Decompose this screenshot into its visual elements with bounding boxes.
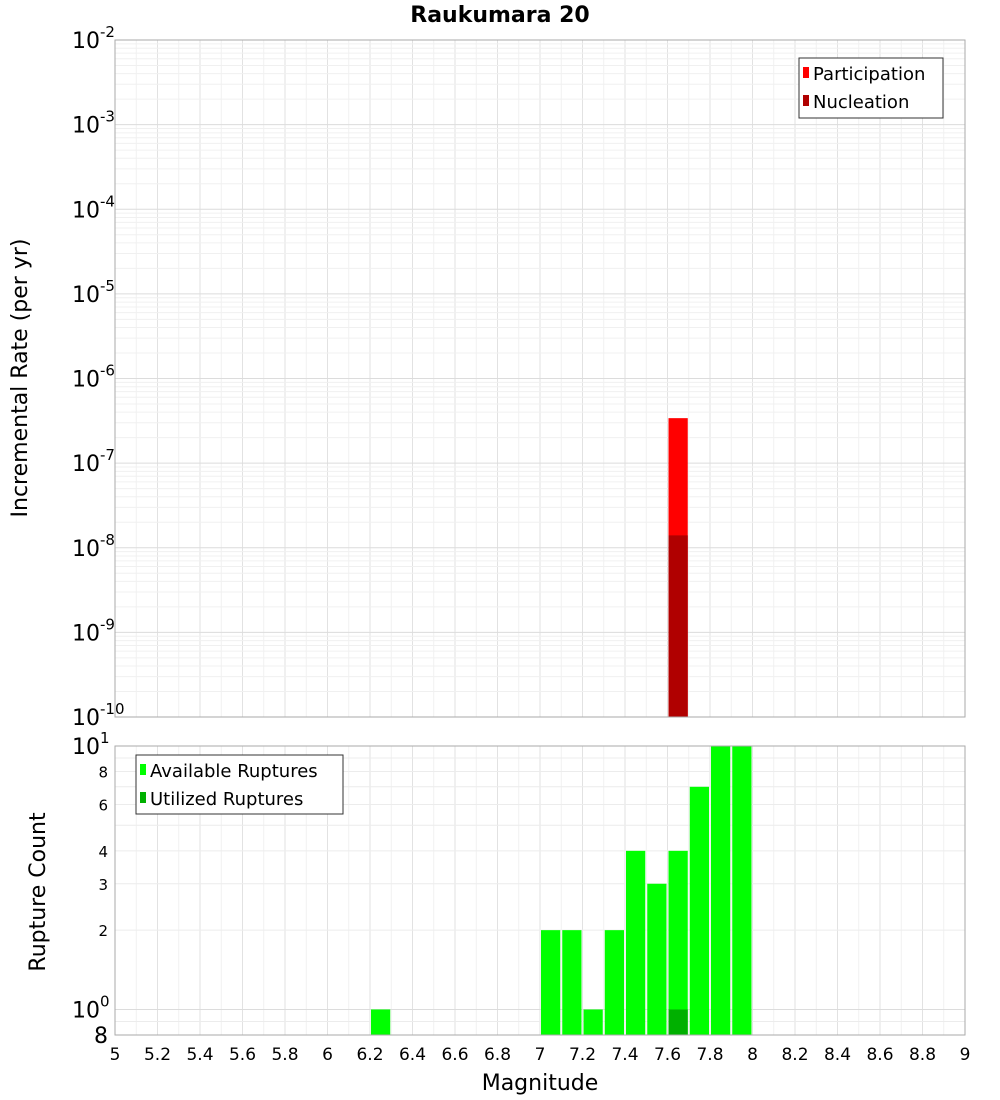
utilized-ruptures-legend-label: Utilized Ruptures: [150, 789, 303, 810]
x-tick-label: 5.8: [271, 1045, 298, 1065]
count-bars: [371, 746, 752, 1035]
rate-grid: [114, 40, 966, 718]
x-tick-label: 7.2: [569, 1045, 596, 1065]
count-y-tick-label: 3: [98, 876, 108, 894]
x-tick-label: 8: [747, 1045, 758, 1065]
rate-y-tick-label: 10-6: [72, 362, 115, 393]
count-y-tick-label: 8: [98, 764, 108, 782]
count-y-tick-label: 6: [98, 796, 108, 814]
x-tick-label: 7.8: [696, 1045, 723, 1065]
count-bar-available-ruptures: [689, 786, 709, 1035]
chart-title: Raukumara 20: [410, 3, 589, 28]
x-tick-label: 7: [535, 1045, 546, 1065]
x-tick-label: 6.4: [399, 1045, 426, 1065]
x-tick-label: 5: [110, 1045, 121, 1065]
count-y-tick-label: 8: [94, 1024, 108, 1049]
count-bar-available-ruptures: [711, 746, 731, 1035]
x-tick-label: 5.6: [229, 1045, 256, 1065]
participation-legend-swatch: [803, 67, 809, 78]
count-y-tick-label: 2: [98, 922, 108, 940]
count-y-tick-label: 4: [98, 843, 108, 861]
count-bar-available-ruptures: [626, 850, 646, 1035]
rate-y-tick-label: 10-2: [72, 23, 115, 54]
count-bar-available-ruptures: [541, 930, 561, 1035]
count-legend-box: [135, 754, 344, 815]
rate-bar-nucleation: [668, 535, 688, 717]
count-bar-utilized-ruptures: [668, 1009, 688, 1035]
x-tick-label: 8.4: [824, 1045, 851, 1065]
x-tick-label: 7.6: [654, 1045, 681, 1065]
x-tick-label: 6.6: [441, 1045, 468, 1065]
rate-bars: [668, 418, 688, 717]
x-tick-label: 6: [322, 1045, 333, 1065]
x-tick-label: 6.8: [484, 1045, 511, 1065]
rate-y-tick-label: 10-7: [72, 446, 115, 477]
count-y-axis-label: Rupture Count: [26, 812, 51, 972]
count-bar-available-ruptures: [371, 1009, 391, 1035]
x-tick-label: 5.2: [144, 1045, 171, 1065]
x-tick-label: 7.4: [611, 1045, 638, 1065]
count-bar-available-ruptures: [647, 883, 667, 1035]
rate-legend-box: [798, 57, 944, 119]
rate-y-tick-label: 10-4: [72, 192, 115, 223]
count-bar-available-ruptures: [604, 930, 624, 1035]
rate-y-tick-label: 10-8: [72, 531, 115, 562]
count-bar-available-ruptures: [583, 1009, 603, 1035]
count-y-tick-label: 100: [72, 992, 110, 1023]
count-legend: Available Ruptures Utilized Ruptures: [135, 754, 344, 815]
rate-y-axis-label: Incremental Rate (per yr): [8, 239, 33, 518]
count-bar-available-ruptures: [668, 850, 688, 1035]
rate-y-tick-label: 10-5: [72, 277, 115, 308]
x-tick-label: 8.2: [781, 1045, 808, 1065]
available-ruptures-legend-swatch: [140, 764, 146, 775]
available-ruptures-legend-label: Available Ruptures: [150, 761, 318, 782]
rate-y-tick-label: 10-10: [72, 700, 125, 731]
utilized-ruptures-legend-swatch: [140, 792, 146, 803]
count-bar-available-ruptures: [732, 746, 752, 1035]
rate-panel: 10-2 10-3 10-4 10-5 10-6 10-7 10-8 10-9 10-10 In…: [8, 23, 966, 731]
count-plot-frame: [114, 745, 966, 1036]
rate-y-tick-label: 10-3: [72, 108, 115, 139]
nucleation-legend-swatch: [803, 95, 809, 106]
x-tick-label: 8.8: [909, 1045, 936, 1065]
magnitude-x-tick-labels: 5 5.2 5.4 5.6 5.8 6 6.2 6.4 6.6 6.8 7 7.2 7.4 7.6 7.8 8…: [110, 1045, 971, 1065]
count-y-tick-label: 101: [72, 729, 110, 760]
rate-plot-frame: [114, 39, 966, 718]
x-tick-label: 5.4: [186, 1045, 213, 1065]
nucleation-legend-label: Nucleation: [813, 92, 909, 113]
x-tick-label: 9: [960, 1045, 971, 1065]
x-tick-label: 8.6: [866, 1045, 893, 1065]
x-tick-label: 6.2: [356, 1045, 383, 1065]
count-bar-available-ruptures: [562, 930, 582, 1035]
x-axis-label: Magnitude: [482, 1071, 599, 1096]
rate-y-tick-labels: 10-2 10-3 10-4 10-5 10-6 10-7 10-8 10-9 10-10: [72, 23, 125, 731]
rate-legend: Participation Nucleation: [798, 57, 944, 119]
participation-legend-label: Participation: [813, 64, 925, 85]
rate-y-tick-label: 10-9: [72, 615, 115, 646]
